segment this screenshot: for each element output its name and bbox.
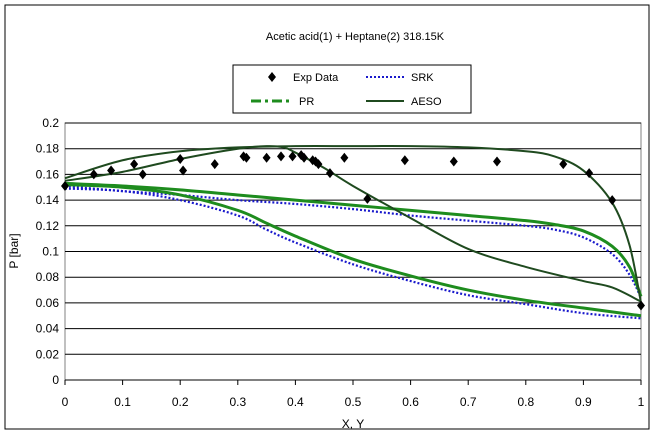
y-tick-label: 0.18	[36, 142, 60, 156]
exp-data-point	[179, 165, 188, 176]
x-tick-label: 0.1	[114, 395, 131, 409]
x-tick-label: 0.7	[460, 395, 477, 409]
exp-data-point	[325, 168, 334, 179]
exp-data-point	[210, 159, 219, 170]
y-axis-label: P [bar]	[7, 233, 21, 268]
srk-curve-dew	[64, 187, 642, 320]
aeso-curve-dew	[64, 145, 642, 303]
exp-data-point	[449, 156, 458, 167]
exp-data-markers	[61, 150, 645, 311]
y-tick-label: 0.2	[42, 116, 59, 130]
exp-data-point	[608, 195, 617, 206]
y-tick-label: 0	[52, 373, 59, 387]
y-tick-label: 0.08	[36, 270, 60, 284]
exp-data-point	[262, 152, 271, 163]
x-tick-label: 0.8	[517, 395, 534, 409]
exp-data-point	[89, 169, 98, 180]
legend: Exp Data SRK PR AESO	[232, 64, 472, 114]
y-tick-label: 0.06	[36, 296, 60, 310]
x-tick-label: 0.4	[287, 395, 304, 409]
x-tick-label: 0.2	[172, 395, 189, 409]
legend-pr-label: PR	[299, 96, 314, 108]
exp-data-point	[176, 153, 185, 164]
exp-data-point	[130, 159, 139, 170]
legend-aeso-label: AESO	[411, 96, 442, 108]
y-tick-label: 0.12	[36, 219, 60, 233]
exp-data-point	[107, 165, 116, 176]
exp-data-point	[242, 152, 251, 163]
y-tick-label: 0.14	[36, 193, 60, 207]
plot-area	[61, 122, 645, 381]
exp-data-point	[277, 151, 285, 162]
exp-data-point	[363, 193, 372, 204]
exp-data-point	[493, 156, 501, 167]
chart-title: Acetic acid(1) + Heptane(2) 318.15K	[266, 31, 445, 43]
exp-data-point	[314, 159, 323, 170]
x-tick-label: 0.9	[575, 395, 592, 409]
legend-srk-label: SRK	[411, 72, 434, 84]
y-tick-label: 0.02	[36, 347, 60, 361]
y-axis-ticks: 0 0.02 0.04 0.06 0.08 0.1 0.12 0.14 0.16 0.18 0.2	[36, 116, 60, 387]
x-tick-label: 1	[638, 395, 645, 409]
x-tick-label: 0	[62, 395, 69, 409]
legend-exp-data-label: Exp Data	[293, 72, 339, 84]
exp-data-point	[637, 300, 645, 311]
y-tick-label: 0.04	[36, 322, 60, 336]
exp-data-point	[288, 151, 297, 162]
y-tick-label: 0.1	[42, 245, 59, 259]
pr-curve-bubble	[64, 181, 643, 298]
exp-data-point	[340, 152, 349, 163]
exp-data-point	[400, 155, 409, 166]
x-axis-ticks: 0 0.1 0.2 0.3 0.4 0.5 0.6 0.7 0.8 0.9 1	[62, 380, 645, 409]
exp-data-point	[585, 168, 594, 179]
legend-exp-data-marker	[268, 72, 276, 82]
x-tick-label: 0.6	[402, 395, 419, 409]
x-tick-label: 0.3	[229, 395, 246, 409]
x-tick-label: 0.5	[345, 395, 362, 409]
pr-curve-dew	[64, 183, 642, 318]
exp-data-point	[61, 180, 69, 191]
x-axis-label: X, Y	[342, 417, 364, 431]
y-tick-label: 0.16	[36, 167, 60, 181]
exp-data-point	[138, 169, 147, 180]
exp-data-point	[300, 152, 309, 163]
series-layer	[64, 145, 643, 320]
exp-data-point	[559, 159, 568, 170]
